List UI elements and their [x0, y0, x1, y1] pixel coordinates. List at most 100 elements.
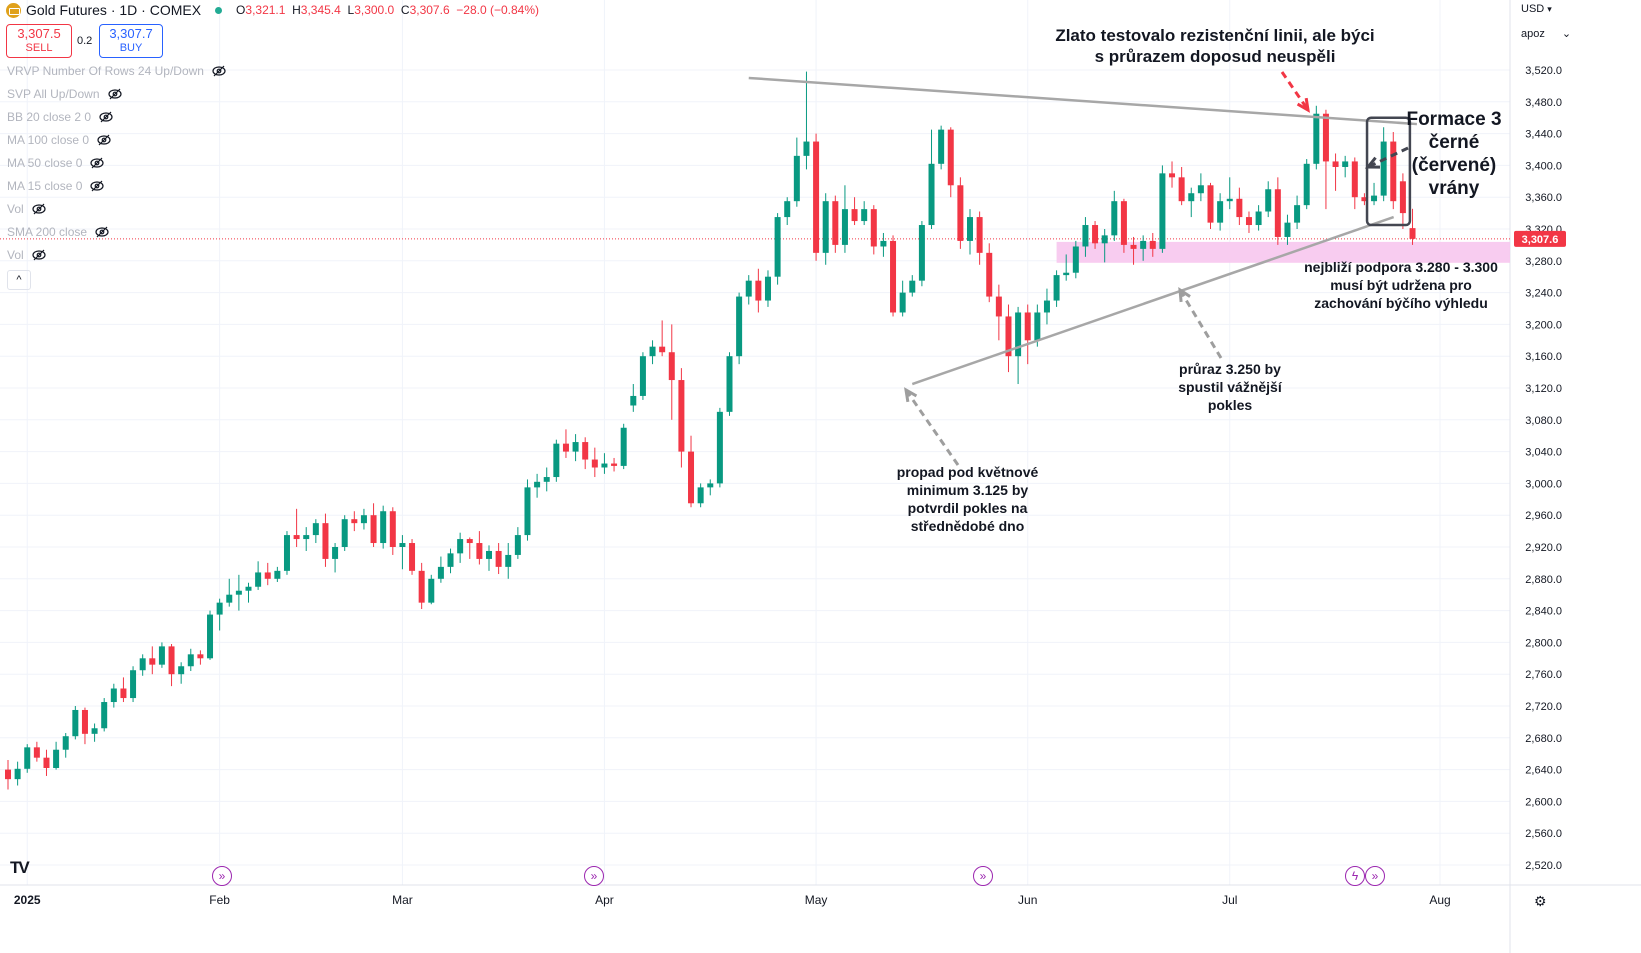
breakout-arrow	[1178, 289, 1223, 359]
candle-body	[466, 539, 473, 544]
hidden-eye-icon[interactable]	[32, 202, 46, 216]
candle-body	[1351, 161, 1358, 198]
indicator-legend-item[interactable]: Vol	[7, 248, 46, 262]
scale-mode-selector[interactable]: apoz ⌄	[1521, 28, 1572, 40]
collapse-indicators-button[interactable]: ^	[7, 270, 31, 290]
hidden-eye-icon[interactable]	[95, 225, 109, 239]
candle-body	[745, 280, 752, 297]
indicator-legend-item[interactable]: MA 50 close 0	[7, 156, 104, 170]
indicator-label: SMA 200 close	[7, 225, 88, 239]
indicator-legend-item[interactable]: Vol	[7, 202, 46, 216]
candle-body	[726, 356, 733, 412]
price-tick-label: 2,720.0	[1525, 701, 1562, 713]
dividend-event-icon[interactable]: »	[212, 866, 232, 886]
candle-body	[1072, 246, 1079, 273]
candle-body	[312, 523, 319, 536]
candle-body	[793, 155, 800, 202]
indicator-legend-item[interactable]: SVP All Up/Down	[7, 87, 122, 101]
candle-body	[1024, 312, 1031, 341]
candle-body	[736, 296, 743, 357]
price-tick-label: 3,120.0	[1525, 383, 1562, 395]
hidden-eye-icon[interactable]	[32, 248, 46, 262]
candle-body	[33, 747, 40, 758]
candle-body	[562, 443, 569, 452]
candle-body	[360, 515, 367, 524]
time-tick-label: Aug	[1429, 893, 1450, 907]
lightning-event-icon[interactable]: ϟ	[1345, 866, 1365, 886]
candle-body	[197, 654, 204, 659]
candle-body	[716, 411, 723, 484]
hidden-eye-icon[interactable]	[90, 179, 104, 193]
dividend-event-icon[interactable]: »	[973, 866, 993, 886]
candle-body	[1361, 197, 1368, 202]
candle-body	[1188, 193, 1195, 202]
candle-body	[428, 578, 435, 603]
price-tick-label: 2,840.0	[1525, 606, 1562, 618]
hidden-eye-icon[interactable]	[107, 87, 122, 101]
candle-body	[976, 217, 983, 253]
candle-body	[967, 217, 973, 241]
indicator-label: MA 50 close 0	[7, 156, 83, 170]
candle-body	[659, 346, 666, 353]
last-price-label: 3,307.6	[1522, 234, 1559, 246]
candle-body	[813, 141, 820, 253]
settings-gear-icon[interactable]: ⚙	[1534, 893, 1547, 909]
candle-body	[1294, 205, 1301, 223]
price-tick-label: 3,480.0	[1525, 97, 1562, 109]
hidden-eye-icon[interactable]	[90, 156, 104, 170]
candle-body	[1274, 189, 1281, 237]
candle-body	[130, 670, 137, 699]
currency-selector[interactable]: USD ▾	[1521, 3, 1552, 15]
last-price-badge	[1514, 230, 1566, 247]
price-tick-label: 2,560.0	[1525, 828, 1562, 840]
price-tick-label: 3,360.0	[1525, 192, 1562, 204]
indicator-legend-item[interactable]: MA 100 close 0	[7, 133, 111, 147]
candle-body	[81, 709, 88, 734]
price-tick-label: 2,760.0	[1525, 669, 1562, 681]
candle-body	[1130, 244, 1137, 249]
time-tick-label: Jun	[1018, 893, 1037, 907]
indicator-legend-item[interactable]: BB 20 close 2 0	[7, 110, 113, 124]
candle-body	[255, 572, 262, 587]
tradingview-logo-icon[interactable]: TV	[10, 858, 30, 877]
time-tick-label: Apr	[595, 893, 614, 907]
candle-body	[1390, 141, 1397, 202]
symbol-title[interactable]: Gold Futures · 1D · COMEX	[26, 2, 202, 18]
candle-body	[620, 427, 627, 466]
candle-body	[351, 519, 358, 524]
indicator-legend-item[interactable]: VRVP Number Of Rows 24 Up/Down	[7, 64, 226, 78]
candle-body	[1034, 312, 1041, 341]
buy-button[interactable]: 3,307.7 BUY	[99, 24, 163, 58]
indicator-legend-item[interactable]: SMA 200 close	[7, 225, 109, 239]
resistance-arrow-head	[1296, 97, 1310, 113]
hidden-eye-icon[interactable]	[99, 110, 113, 124]
hidden-eye-icon[interactable]	[97, 133, 111, 147]
candle-body	[293, 535, 300, 540]
candle-body	[1063, 272, 1070, 276]
candle-body	[755, 280, 762, 301]
price-tick-label: 2,880.0	[1525, 574, 1562, 586]
dividend-event-icon[interactable]: »	[584, 866, 604, 886]
indicator-label: BB 20 close 2 0	[7, 110, 92, 124]
candle-body	[447, 553, 454, 567]
resistance-trendline	[748, 76, 1417, 126]
support-trendline	[911, 215, 1395, 386]
candle-body	[1053, 275, 1060, 301]
candle-body	[43, 757, 50, 769]
candle-body	[370, 515, 377, 544]
hidden-eye-icon[interactable]	[212, 64, 226, 78]
price-tick-label: 2,960.0	[1525, 510, 1562, 522]
sell-button[interactable]: 3,307.5 SELL	[6, 24, 72, 58]
candle-body	[1380, 141, 1387, 196]
candle-body	[1236, 198, 1243, 218]
price-tick-label: 3,000.0	[1525, 478, 1562, 490]
support-zone	[1056, 241, 1510, 263]
dividend-event-icon[interactable]: »	[1365, 866, 1385, 886]
candle-body	[505, 554, 512, 567]
indicator-legend-item[interactable]: MA 15 close 0	[7, 179, 104, 193]
candle-body	[14, 768, 21, 780]
candle-body	[938, 129, 945, 164]
candle-body	[322, 523, 329, 559]
candle-body	[880, 240, 887, 247]
